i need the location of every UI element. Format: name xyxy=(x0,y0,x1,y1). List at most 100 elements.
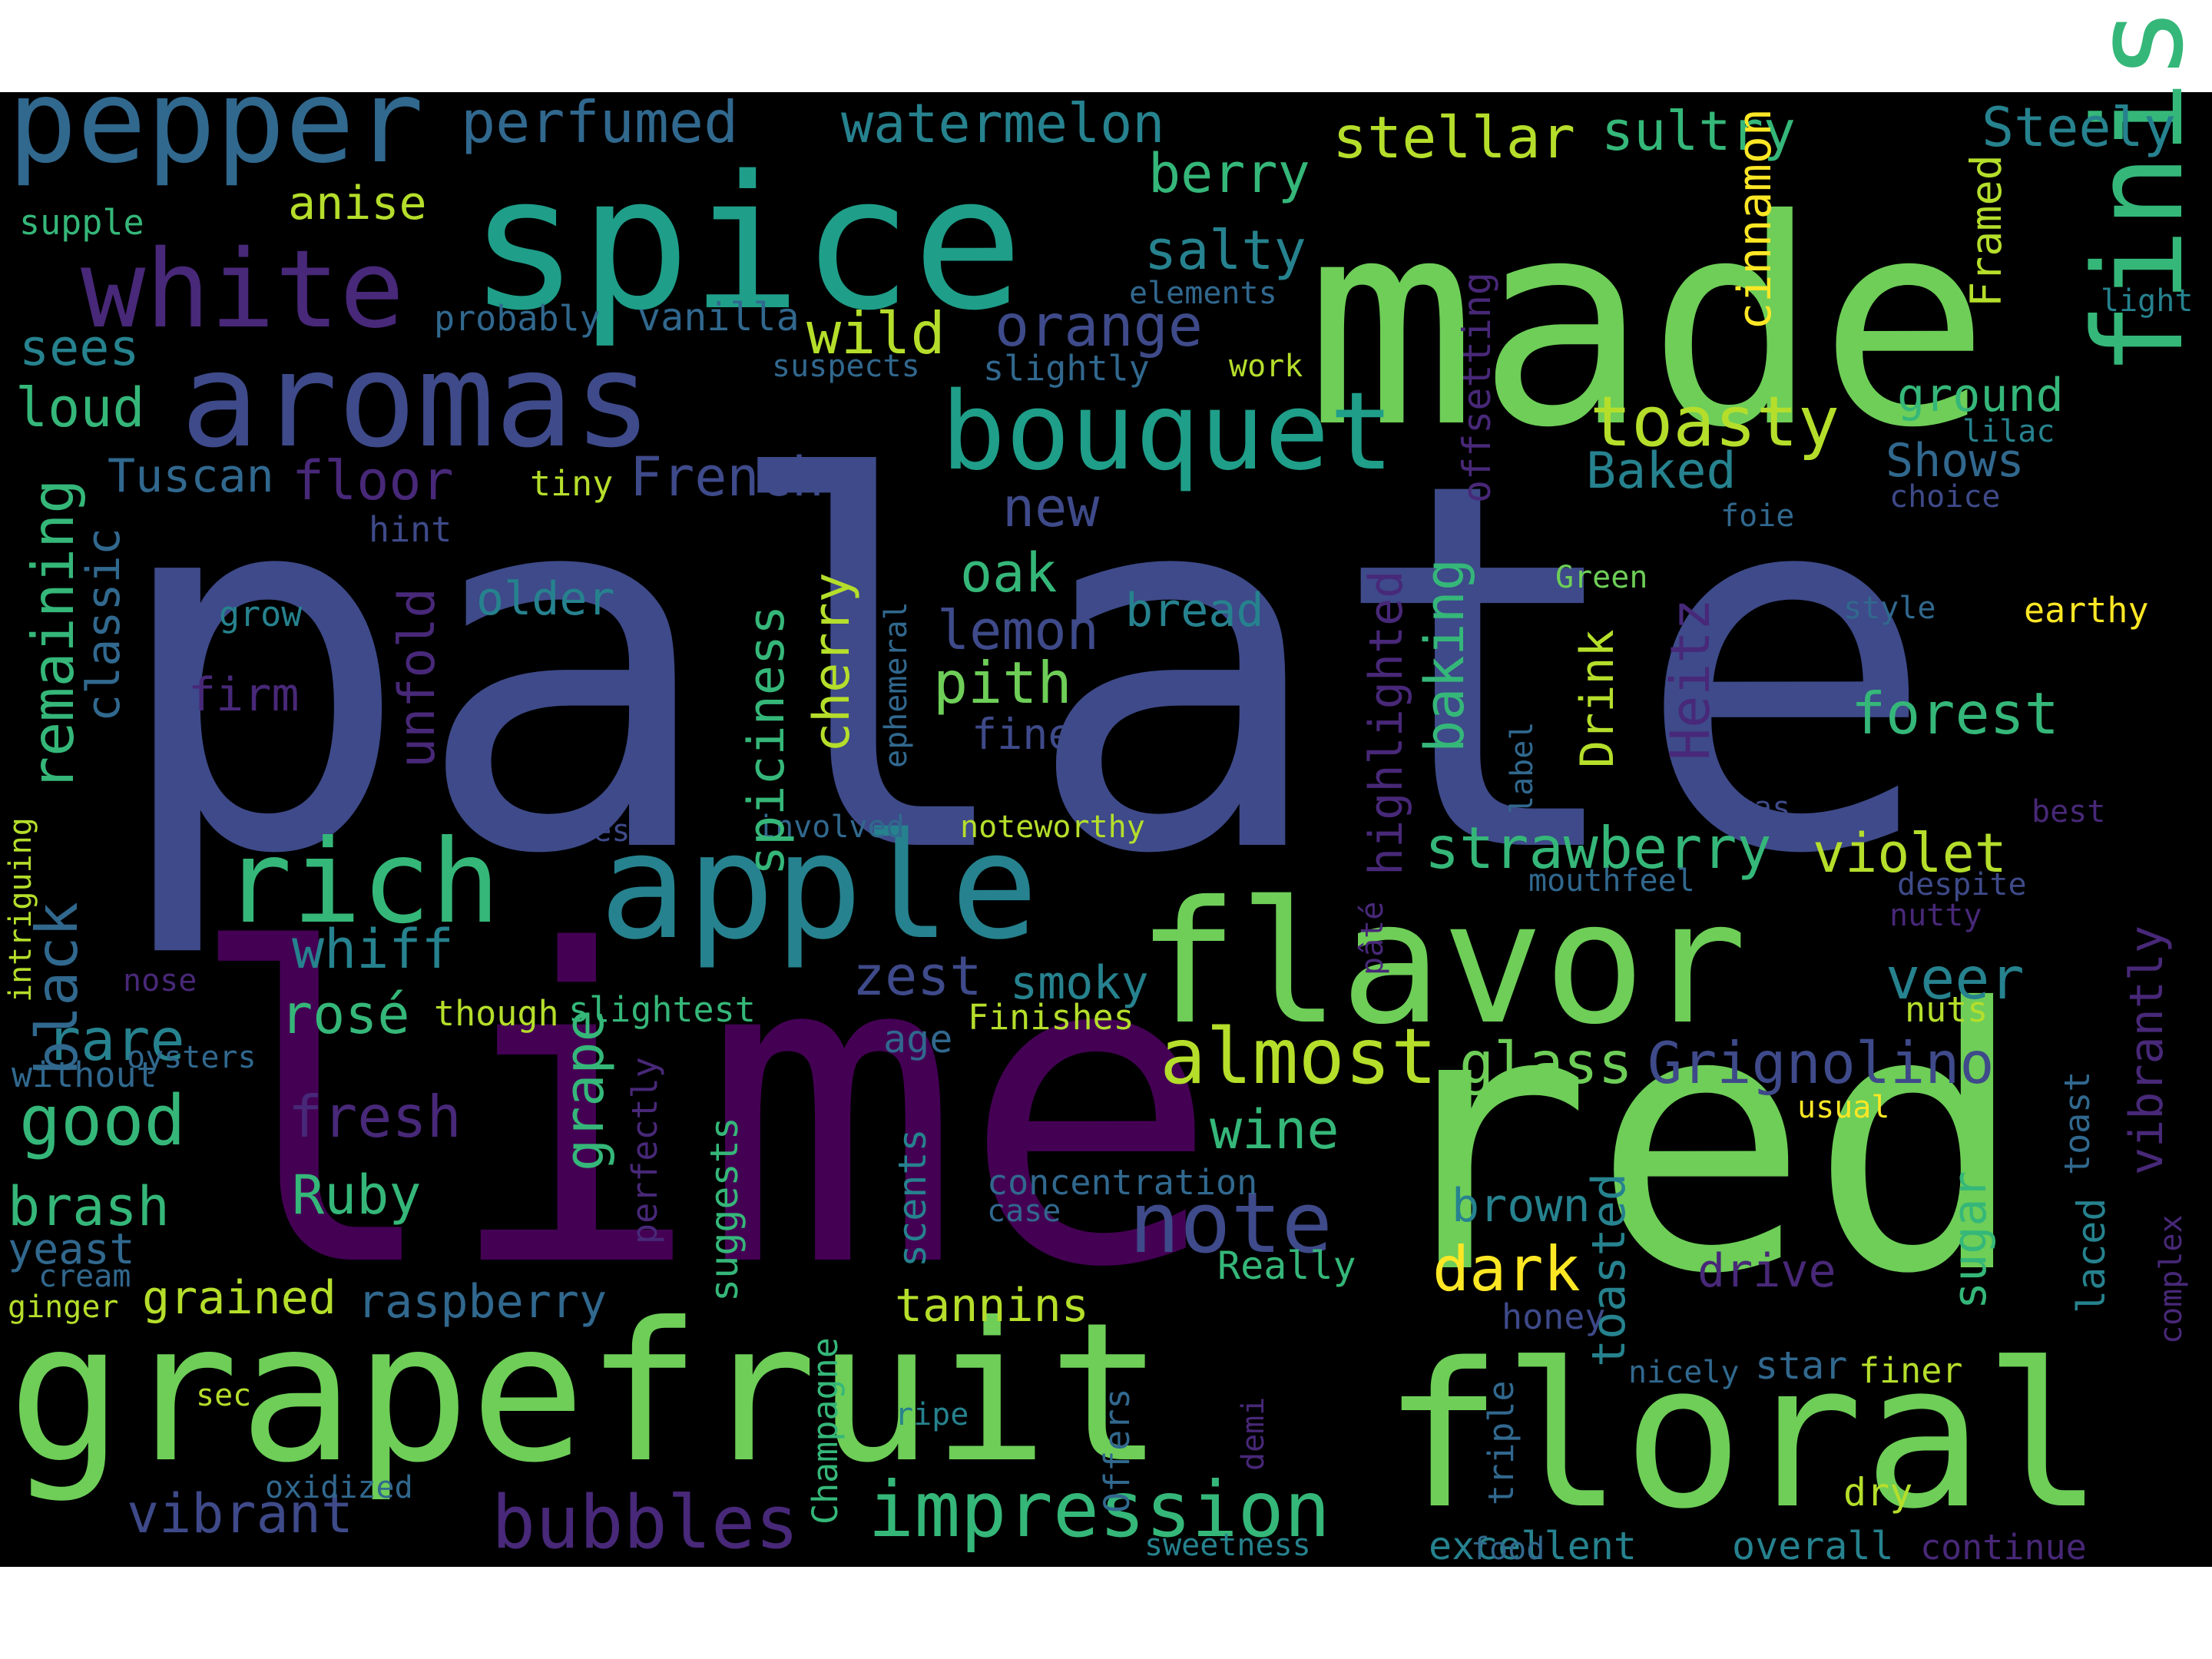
word: toasty xyxy=(1590,382,1839,462)
word: Steely xyxy=(1982,96,2176,159)
word: cream xyxy=(38,1259,131,1294)
word: floral xyxy=(1382,1321,2104,1553)
word: watermelon xyxy=(841,92,1164,155)
word: stellar xyxy=(1333,104,1575,171)
word: rich xyxy=(223,816,500,949)
word: demi xyxy=(1236,1397,1271,1471)
word: aromas xyxy=(180,325,652,477)
word: Shows xyxy=(1886,434,2025,488)
word: glass xyxy=(1459,1029,1633,1097)
word: gras xyxy=(1717,790,1790,826)
word: vibrantly xyxy=(2120,926,2174,1175)
word: intriguing xyxy=(3,817,38,1002)
word: oxidized xyxy=(265,1470,413,1505)
word: oysters xyxy=(127,1040,257,1075)
word: age xyxy=(883,1017,952,1061)
word: tiny xyxy=(530,463,613,504)
word: without xyxy=(12,1055,157,1095)
word: pepper xyxy=(8,55,424,189)
word: noteworthy xyxy=(960,810,1145,845)
word: anise xyxy=(288,177,427,230)
word: good xyxy=(19,1081,186,1161)
word: violet xyxy=(1813,822,2007,885)
word: whiff xyxy=(292,918,454,981)
word: hint xyxy=(369,509,452,550)
word: offsetting xyxy=(1455,272,1499,503)
word: case xyxy=(987,1194,1061,1229)
word: Drink xyxy=(1571,629,1624,768)
word: flavor xyxy=(1137,865,1747,1061)
word: vanilla xyxy=(637,295,800,339)
word: bouquet xyxy=(941,369,1394,495)
word: continue xyxy=(1920,1527,2087,1568)
word: black xyxy=(23,902,91,1075)
word: cheeses xyxy=(538,813,667,849)
word: grow xyxy=(219,594,303,634)
word: ripe xyxy=(895,1397,969,1432)
word: sees xyxy=(19,320,140,377)
word: zest xyxy=(853,945,982,1008)
word: nuts xyxy=(1905,989,1988,1030)
word: lilac xyxy=(1962,414,2055,449)
word: label xyxy=(1505,722,1540,814)
word: elements xyxy=(1129,276,1277,311)
word: sweetness xyxy=(1144,1528,1311,1563)
word: Tuscan xyxy=(108,449,274,503)
word: finish xyxy=(2067,0,2210,376)
word: cherry xyxy=(803,572,861,753)
word: pâté xyxy=(1355,902,1390,975)
word: new xyxy=(1002,476,1100,539)
word: raspberry xyxy=(357,1275,607,1329)
word: best xyxy=(2032,794,2105,830)
word: loud xyxy=(15,376,145,439)
word: foie xyxy=(1720,498,1794,534)
word: perfumed xyxy=(461,88,738,156)
word: supple xyxy=(19,202,144,243)
word: white xyxy=(81,227,404,353)
word: Champagne xyxy=(805,1337,846,1525)
word: fine xyxy=(972,710,1073,759)
word: spice xyxy=(469,136,1023,351)
word: slightest xyxy=(568,989,756,1030)
word: overall xyxy=(1732,1524,1894,1568)
word: sultry xyxy=(1601,100,1796,163)
word: tannins xyxy=(895,1279,1089,1333)
word: despite xyxy=(1897,867,2027,902)
word: ephemeral xyxy=(879,601,914,768)
word: work xyxy=(1229,349,1303,384)
word: nicely xyxy=(1628,1355,1740,1390)
word: light xyxy=(2101,283,2193,319)
word: smoky xyxy=(1010,956,1149,1010)
word: note xyxy=(1129,1174,1333,1272)
word: vibrant xyxy=(127,1482,353,1545)
word: almost xyxy=(1160,1012,1437,1101)
word: style xyxy=(1843,591,1936,626)
word: Grignolino xyxy=(1647,1029,1995,1097)
word: wine xyxy=(1210,1098,1339,1161)
word: French xyxy=(630,445,824,508)
word: cinnamon xyxy=(1728,108,1782,330)
word: forest xyxy=(1851,680,2059,747)
word: usual xyxy=(1797,1090,1889,1125)
word: nutty xyxy=(1889,898,1982,933)
word: firm xyxy=(188,668,300,722)
word: grapefruit xyxy=(8,1281,1164,1505)
word: ground xyxy=(1897,369,2064,422)
word: fresh xyxy=(288,1083,462,1151)
word: finer xyxy=(1859,1350,1962,1391)
word: Heitz xyxy=(1659,598,1722,760)
word: spiciness xyxy=(738,605,796,876)
word: baking xyxy=(1413,558,1476,753)
word: mouthfeel xyxy=(1528,863,1695,899)
word: Offers xyxy=(1097,1388,1137,1513)
word: choice xyxy=(1889,479,2001,515)
word: suspects xyxy=(772,349,920,384)
word: complex xyxy=(2154,1214,2189,1344)
word: suggests xyxy=(702,1117,747,1302)
word: lemon xyxy=(937,599,1099,662)
word: brash xyxy=(8,1175,170,1238)
word: Green xyxy=(1555,560,1647,595)
word: grape xyxy=(553,1009,616,1171)
word: Finishes xyxy=(968,997,1134,1038)
word: red xyxy=(1375,932,2027,1353)
